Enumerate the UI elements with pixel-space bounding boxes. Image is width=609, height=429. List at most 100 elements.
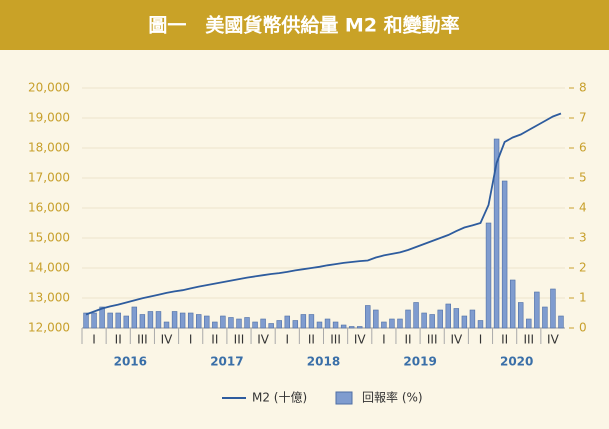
bar xyxy=(99,306,105,329)
bar xyxy=(461,315,468,329)
y2-tick-label: 7 xyxy=(579,111,587,125)
bar xyxy=(292,320,299,329)
bar xyxy=(179,312,186,329)
bar xyxy=(405,309,411,329)
x-tick-label: I xyxy=(286,333,290,347)
x-tick-label: II xyxy=(211,333,218,347)
bar xyxy=(429,314,435,329)
bar xyxy=(340,324,347,329)
y2-tick-label: 6 xyxy=(579,141,587,155)
bar xyxy=(332,321,339,329)
y-tick-label: 16,000 xyxy=(28,201,70,215)
bar xyxy=(171,311,178,329)
y-tick-label: 19,000 xyxy=(28,111,70,125)
bar xyxy=(260,318,266,329)
bar xyxy=(509,279,516,329)
bar xyxy=(83,312,89,329)
bar xyxy=(252,321,258,329)
bar xyxy=(236,318,242,329)
x-tick-label: I xyxy=(92,333,96,347)
bar xyxy=(389,318,395,329)
x-tick-label: II xyxy=(308,333,315,347)
y2-tick-label: 1 xyxy=(579,291,587,305)
x-tick-label: IV xyxy=(161,333,174,347)
bar xyxy=(308,314,315,329)
x-tick-label: IV xyxy=(257,333,270,347)
y2-tick-label: 4 xyxy=(579,201,587,215)
chart-title: 圖一 美國貨幣供給量 M2 和變動率 xyxy=(148,14,459,37)
bar xyxy=(163,321,170,329)
y-tick-label: 14,000 xyxy=(28,261,70,275)
y2-tick-label: 3 xyxy=(579,231,587,245)
bar xyxy=(284,315,290,329)
bar xyxy=(204,315,210,329)
bar xyxy=(501,180,508,329)
x-tick-label: II xyxy=(404,333,411,347)
bar xyxy=(485,222,492,329)
bar xyxy=(534,291,540,329)
y-tick-label: 18,000 xyxy=(28,141,70,155)
bar xyxy=(348,326,355,329)
line xyxy=(85,112,562,316)
bar xyxy=(445,303,451,329)
bar xyxy=(542,306,548,329)
x-tick-label: III xyxy=(330,333,341,347)
bar xyxy=(91,312,97,329)
year-label: 2019 xyxy=(403,355,436,369)
bar xyxy=(244,317,250,329)
y-tick-label: 12,000 xyxy=(28,321,70,335)
y2-tick-label: 2 xyxy=(579,261,587,275)
bar xyxy=(437,309,443,329)
x-tick-label: I xyxy=(382,333,386,347)
year-label: 2020 xyxy=(500,355,533,369)
bar xyxy=(381,321,387,329)
bar xyxy=(139,314,146,329)
y-tick-label: 15,000 xyxy=(28,231,70,245)
x-tick-label: III xyxy=(137,333,148,347)
bar xyxy=(550,288,556,329)
legend-swatch xyxy=(335,391,353,405)
bar xyxy=(131,306,138,329)
legend-label: M2 (十億) xyxy=(252,391,307,405)
x-tick-label: III xyxy=(234,333,245,347)
y2-tick-label: 5 xyxy=(579,171,587,185)
bar xyxy=(477,320,484,329)
y-tick-label: 20,000 xyxy=(28,81,70,95)
x-tick-label: I xyxy=(479,333,483,347)
bar xyxy=(357,326,363,329)
bar xyxy=(123,315,129,329)
bar xyxy=(324,318,331,329)
bar xyxy=(147,311,154,329)
x-tick-label: III xyxy=(427,333,438,347)
y-tick-label: 17,000 xyxy=(28,171,70,185)
bar xyxy=(220,315,226,329)
bar xyxy=(187,312,194,329)
bar xyxy=(413,302,419,329)
year-label: 2016 xyxy=(114,355,147,369)
bar xyxy=(276,320,282,329)
bar xyxy=(365,305,371,329)
bar xyxy=(316,321,323,329)
bar xyxy=(268,323,274,329)
x-tick-label: IV xyxy=(547,333,560,347)
x-tick-label: II xyxy=(115,333,122,347)
bar xyxy=(421,312,427,329)
bar xyxy=(107,312,113,329)
bar xyxy=(453,308,460,329)
year-label: 2018 xyxy=(307,355,340,369)
y-tick-label: 13,000 xyxy=(28,291,70,305)
y2-tick-label: 8 xyxy=(579,81,587,95)
y2-tick-label: 0 xyxy=(579,321,587,335)
x-tick-label: III xyxy=(523,333,534,347)
bar xyxy=(115,312,121,329)
bar xyxy=(518,302,524,329)
bar xyxy=(558,315,564,329)
bar xyxy=(526,318,532,329)
bar xyxy=(373,309,379,329)
bar xyxy=(300,314,307,329)
x-tick-label: II xyxy=(501,333,508,347)
year-label: 2017 xyxy=(210,355,243,369)
bar xyxy=(469,309,476,329)
